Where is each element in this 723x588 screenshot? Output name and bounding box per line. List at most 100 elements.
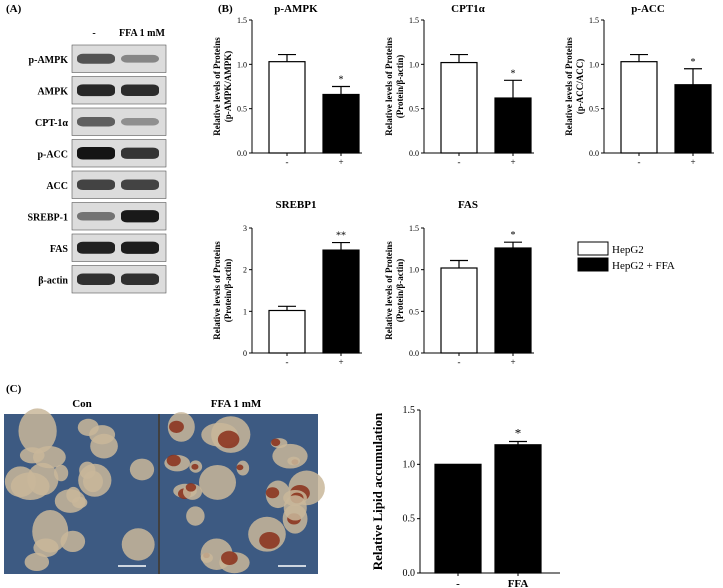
significance-marker: * bbox=[511, 68, 516, 79]
blot-row-label: p-AMPK bbox=[29, 55, 69, 66]
blot-band bbox=[121, 273, 159, 285]
y-tick-label: 0.5 bbox=[237, 105, 247, 114]
cell-cluster bbox=[18, 408, 57, 454]
x-tick-label: - bbox=[458, 157, 461, 167]
bar bbox=[322, 93, 360, 154]
cell-cluster bbox=[32, 510, 69, 553]
legend-label-hepg2-ffa: HepG2 + FFA bbox=[612, 260, 675, 272]
legend-label-hepg2: HepG2 bbox=[612, 244, 644, 256]
y-tick-label: 1.5 bbox=[403, 405, 416, 416]
cell-cluster bbox=[90, 433, 118, 459]
cell-cluster bbox=[78, 463, 112, 497]
bar bbox=[322, 249, 360, 354]
y-tick-label: 1.5 bbox=[409, 224, 419, 233]
y-tick-label: 0.5 bbox=[589, 105, 599, 114]
micrograph-label-ffa: FFA 1 mM bbox=[211, 398, 262, 410]
blot-band bbox=[121, 147, 159, 159]
cell-cluster bbox=[272, 443, 308, 469]
lipid-stain bbox=[166, 454, 181, 467]
cell-cluster bbox=[198, 464, 237, 500]
y-axis-label: Relative Lipid accumulation bbox=[370, 412, 385, 570]
x-tick-label: - bbox=[286, 157, 289, 167]
blot-row-label: AMPK bbox=[37, 86, 68, 97]
y-tick-label: 1.5 bbox=[409, 16, 419, 25]
y-axis-label: (Protein/β-actin) bbox=[223, 259, 233, 323]
y-tick-label: 0.0 bbox=[237, 149, 247, 158]
bar bbox=[434, 463, 482, 574]
y-tick-label: 0.0 bbox=[589, 149, 599, 158]
panel-label-a: (A) bbox=[6, 3, 22, 15]
x-tick-label: + bbox=[338, 357, 343, 367]
significance-marker: * bbox=[511, 230, 516, 241]
blot-band bbox=[121, 54, 159, 63]
significance-marker: * bbox=[515, 426, 522, 441]
y-tick-label: 1.0 bbox=[409, 60, 419, 69]
x-tick-label: + bbox=[338, 157, 343, 167]
y-axis-label: (Protein/β-actin) bbox=[395, 55, 405, 119]
lipid-stain bbox=[265, 487, 280, 499]
blot-lane-labels: - FFA 1 mM bbox=[92, 28, 165, 39]
y-tick-label: 1 bbox=[243, 307, 247, 316]
y-tick-label: 1.0 bbox=[409, 266, 419, 275]
chart-title: SREBP1 bbox=[276, 199, 317, 211]
panel-label-c: (C) bbox=[6, 383, 22, 395]
y-tick-label: 0 bbox=[243, 349, 247, 358]
y-axis-label: Relative levels of Proteins bbox=[212, 241, 222, 340]
x-tick-label: + bbox=[510, 157, 515, 167]
blot-band bbox=[77, 211, 115, 221]
y-tick-label: 1.0 bbox=[589, 60, 599, 69]
chart-title: p-ACC bbox=[631, 3, 665, 15]
blot-row-label: CPT-1α bbox=[35, 118, 68, 129]
significance-marker: * bbox=[339, 75, 344, 86]
cell-cluster bbox=[32, 445, 66, 469]
y-tick-label: 3 bbox=[243, 224, 247, 233]
lipid-stain bbox=[217, 430, 240, 449]
lipid-stain bbox=[259, 531, 280, 549]
x-tick-label: - bbox=[456, 578, 460, 588]
y-tick-label: 0.5 bbox=[409, 105, 419, 114]
lipid-stain bbox=[191, 463, 199, 470]
y-axis-label: Relative levels of Proteins bbox=[384, 37, 394, 136]
blot-band bbox=[77, 53, 115, 64]
y-axis-label: (p-ACC/ACC) bbox=[575, 59, 585, 115]
x-tick-label: - bbox=[286, 357, 289, 367]
y-tick-label: 2 bbox=[243, 266, 247, 275]
cell-cluster bbox=[77, 418, 99, 436]
y-tick-label: 1.0 bbox=[237, 60, 247, 69]
y-axis-label: Relative levels of Proteins bbox=[212, 37, 222, 136]
lipid-stain bbox=[271, 438, 281, 447]
y-tick-label: 0.0 bbox=[403, 568, 416, 579]
bar bbox=[494, 97, 532, 154]
chart-title: p-AMPK bbox=[274, 3, 318, 15]
blot-row-label: β-actin bbox=[38, 275, 68, 286]
bar bbox=[440, 61, 478, 154]
x-tick-label: - bbox=[638, 157, 641, 167]
panel-label-b: (B) bbox=[218, 3, 233, 15]
y-tick-label: 0.5 bbox=[409, 307, 419, 316]
cell-cluster bbox=[283, 495, 307, 521]
y-tick-label: 0.5 bbox=[403, 514, 416, 525]
blot-band bbox=[121, 241, 159, 254]
bar bbox=[620, 61, 658, 154]
y-axis-label: (Protein/β-actin) bbox=[395, 259, 405, 323]
y-axis-label: Relative levels of Proteins bbox=[384, 241, 394, 340]
blot-row-label: p-ACC bbox=[37, 149, 68, 160]
blot-band bbox=[121, 179, 159, 191]
bar bbox=[440, 267, 478, 354]
chart-title: FAS bbox=[458, 199, 478, 211]
blot-band bbox=[121, 210, 159, 223]
lipid-stain bbox=[221, 551, 238, 565]
chart-title: CPT1α bbox=[451, 3, 486, 15]
blot-row-label: ACC bbox=[46, 181, 68, 192]
blot-lane-label-ffa: FFA 1 mM bbox=[119, 28, 165, 39]
cell-cluster bbox=[129, 458, 155, 481]
lipid-stain bbox=[169, 420, 184, 433]
bar-charts: p-AMPK 0.0 0.5 1.0 1.5 Relative levels of Pro… bbox=[212, 3, 714, 588]
bar bbox=[268, 61, 306, 154]
bar bbox=[494, 444, 542, 574]
micrographs bbox=[4, 408, 325, 574]
legend: HepG2 HepG2 + FFA bbox=[577, 241, 675, 272]
significance-marker: ** bbox=[336, 231, 346, 242]
cell-cluster bbox=[27, 462, 59, 496]
